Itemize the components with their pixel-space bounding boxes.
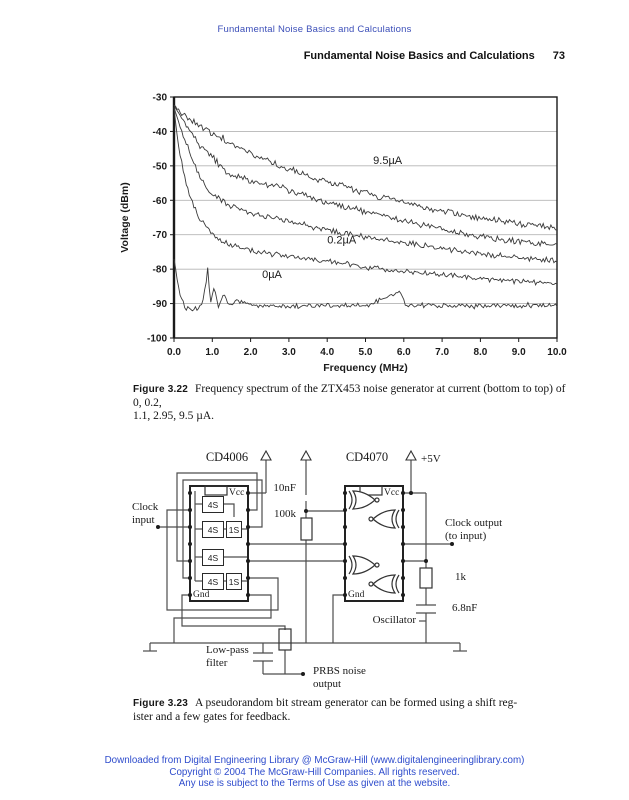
svg-text:1.0: 1.0 bbox=[205, 347, 219, 358]
running-head: Fundamental Noise Basics and Calculation… bbox=[217, 24, 412, 35]
xor-gate-icon bbox=[348, 490, 380, 510]
clock-output-label: Clock output (to input) bbox=[445, 517, 503, 542]
circuit-diagram: CD4006 CD4070 +5V Vcc Gnd Vcc Gnd 4S 4S … bbox=[130, 443, 540, 703]
svg-text:Frequency (MHz): Frequency (MHz) bbox=[323, 362, 408, 374]
svg-text:-70: -70 bbox=[153, 230, 168, 241]
ic-pins bbox=[156, 491, 454, 676]
xor-gate-icon bbox=[368, 509, 400, 529]
svg-text:2.0: 2.0 bbox=[244, 347, 258, 358]
svg-text:-100: -100 bbox=[147, 334, 167, 345]
svg-text:7.0: 7.0 bbox=[435, 347, 449, 358]
noise-spectrum-chart: 0.0 1.0 2.0 3.0 4.0 5.0 6.0 7.0 8.0 9.0 10.0 -30 -40… bbox=[119, 93, 567, 375]
shift-cell-4s: 4S bbox=[202, 549, 224, 566]
svg-text:-80: -80 bbox=[153, 265, 168, 276]
section-title: Fundamental Noise Basics and Calculation… bbox=[303, 50, 535, 62]
ic1-name: CD4006 bbox=[205, 450, 249, 464]
cap-10nf-label: 10nF bbox=[273, 482, 296, 494]
resistor-lowpass bbox=[278, 628, 292, 651]
shift-cell-4s: 4S bbox=[202, 573, 224, 590]
xor-gate-icon bbox=[368, 574, 400, 594]
svg-text:-30: -30 bbox=[153, 93, 168, 104]
ic2-vcc: Vcc bbox=[384, 488, 400, 498]
circuit-wires bbox=[143, 449, 467, 676]
ic1-vcc: Vcc bbox=[229, 488, 245, 498]
svg-text:0.2µA: 0.2µA bbox=[327, 234, 357, 246]
svg-text:6.0: 6.0 bbox=[397, 347, 411, 358]
figure-3-22-caption: Figure 3.22 Frequency spectrum of the ZTX… bbox=[133, 383, 575, 424]
svg-text:10.0: 10.0 bbox=[547, 347, 567, 358]
figure-3-23-label: Figure 3.23 bbox=[133, 698, 188, 709]
ic2-gnd: Gnd bbox=[348, 590, 365, 600]
svg-text:-40: -40 bbox=[153, 127, 168, 138]
caption-text: ister and a few gates for feedback. bbox=[133, 710, 291, 723]
svg-text:-50: -50 bbox=[153, 161, 168, 172]
resistor-1k bbox=[419, 567, 433, 589]
res-1k-label: 1k bbox=[455, 571, 466, 583]
oscillator-label: Oscillator bbox=[372, 614, 416, 626]
footer-notice: Downloaded from Digital Engineering Libr… bbox=[0, 755, 629, 790]
res-100k-label: 100k bbox=[274, 508, 296, 520]
svg-text:0µA: 0µA bbox=[262, 269, 282, 281]
svg-text:Voltage (dBm): Voltage (dBm) bbox=[119, 182, 131, 252]
caption-text: A pseudorandom bit stream generator can … bbox=[195, 697, 518, 709]
figure-3-22-label: Figure 3.22 bbox=[133, 384, 188, 395]
resistor-100k bbox=[300, 517, 313, 541]
svg-text:3.0: 3.0 bbox=[282, 347, 296, 358]
svg-text:8.0: 8.0 bbox=[473, 347, 487, 358]
cap-6-8nf-label: 6.8nF bbox=[452, 602, 478, 614]
supply-label: +5V bbox=[421, 453, 441, 465]
lowpass-filter-label: Low-pass filter bbox=[206, 644, 249, 669]
caption-text: 1.1, 2.95, 9.5 µA. bbox=[133, 410, 215, 422]
svg-text:9.5µA: 9.5µA bbox=[373, 155, 403, 167]
footer-line: Any use is subject to the Terms of Use a… bbox=[178, 778, 451, 789]
ic2-name: CD4070 bbox=[345, 450, 389, 464]
power-arrow-icon bbox=[260, 449, 417, 461]
xor-gate-icon bbox=[348, 555, 380, 575]
svg-text:0.0: 0.0 bbox=[167, 347, 181, 358]
clock-input-label: Clock input bbox=[132, 501, 159, 526]
svg-text:4.0: 4.0 bbox=[320, 347, 334, 358]
caption-text: Frequency spectrum of the ZTX453 noise g… bbox=[133, 383, 566, 409]
footer-line: Copyright © 2004 The McGraw-Hill Compani… bbox=[169, 766, 460, 778]
prbs-output-label: PRBS noise output bbox=[313, 665, 366, 690]
shift-cell-4s: 4S bbox=[202, 496, 224, 513]
footer-line: Downloaded from Digital Engineering Libr… bbox=[104, 755, 525, 766]
svg-text:-90: -90 bbox=[153, 299, 168, 310]
ic1-gnd: Gnd bbox=[193, 590, 210, 600]
section-header: Fundamental Noise Basics and Calculation… bbox=[0, 50, 565, 62]
shift-cell-1s: 1S bbox=[226, 573, 242, 590]
shift-cell-4s: 4S bbox=[202, 521, 224, 538]
shift-cell-1s: 1S bbox=[226, 521, 242, 538]
svg-text:5.0: 5.0 bbox=[359, 347, 373, 358]
xor-gates bbox=[348, 490, 400, 594]
svg-text:-60: -60 bbox=[153, 196, 168, 207]
figure-3-23-caption: Figure 3.23 A pseudorandom bit stream gen… bbox=[133, 697, 575, 724]
page-number: 73 bbox=[552, 50, 565, 62]
svg-text:9.0: 9.0 bbox=[512, 347, 526, 358]
